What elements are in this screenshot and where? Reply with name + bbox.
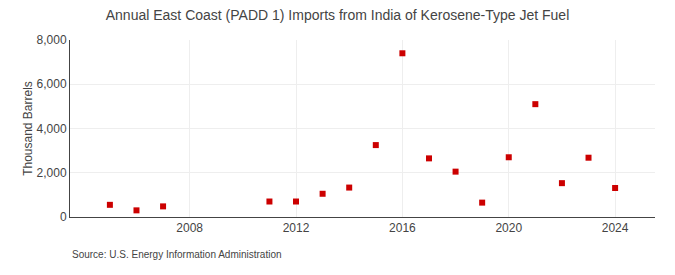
svg-text:2024: 2024: [602, 221, 629, 235]
svg-text:2016: 2016: [389, 221, 416, 235]
svg-text:Annual East Coast (PADD 1) Imp: Annual East Coast (PADD 1) Imports from …: [106, 7, 570, 23]
svg-text:2020: 2020: [495, 221, 522, 235]
svg-text:2012: 2012: [283, 221, 310, 235]
svg-text:Thousand Barrels: Thousand Barrels: [21, 81, 35, 176]
svg-text:0: 0: [60, 210, 67, 224]
svg-text:2,000: 2,000: [37, 166, 67, 180]
svg-text:4,000: 4,000: [37, 122, 67, 136]
svg-text:8,000: 8,000: [37, 33, 67, 47]
svg-text:6,000: 6,000: [37, 77, 67, 91]
svg-text:Source: U.S. Energy Informatio: Source: U.S. Energy Information Administ…: [72, 249, 282, 260]
svg-text:2008: 2008: [176, 221, 203, 235]
